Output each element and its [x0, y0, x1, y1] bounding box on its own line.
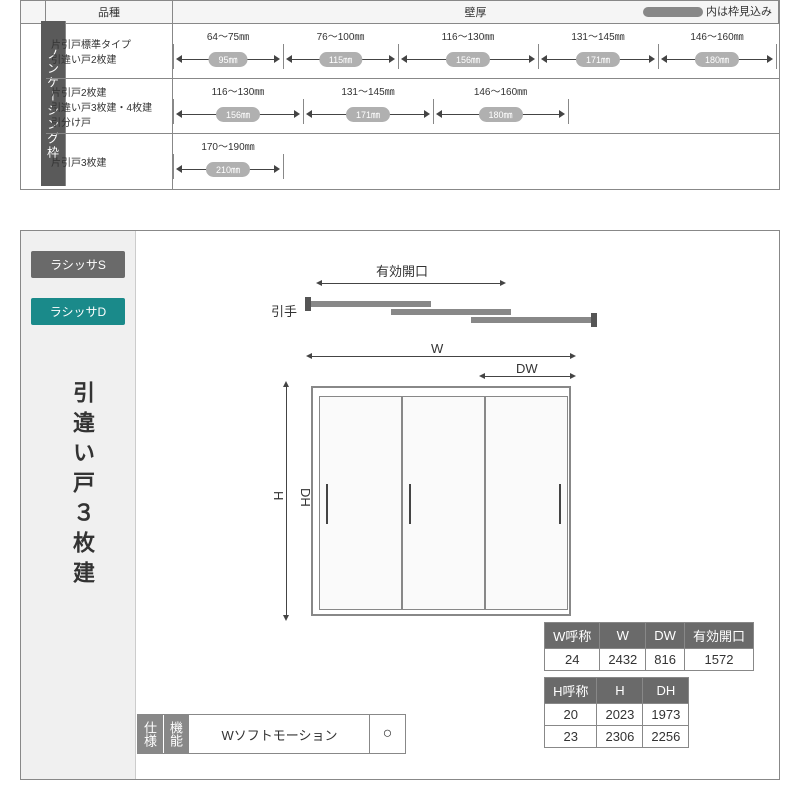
door-panel-3 — [485, 396, 568, 610]
spec-label-2: 機能 — [164, 715, 190, 753]
frame-outer: DH — [311, 386, 571, 616]
spec-table: 仕様 機能 Wソフトモーション ○ — [137, 714, 406, 754]
door-panel-2 — [402, 396, 485, 610]
dw-label: DW — [516, 361, 538, 376]
side-panel: ラシッサS ラシッサD 引違い戸３枚建 — [21, 231, 136, 779]
handle-label: 引手 — [271, 301, 297, 320]
h-table: H呼称HDH20202319732323062256 — [544, 677, 689, 748]
plan-diagram: 有効開口 引手 — [281, 261, 601, 341]
col-type: 品種 — [46, 1, 173, 23]
w-label: W — [431, 341, 443, 356]
stop-r — [591, 313, 597, 327]
badge-lasissa-s: ラシッサS — [31, 251, 125, 278]
spec-label-1: 仕様 — [138, 715, 164, 753]
eff-opening-label: 有効開口 — [376, 261, 428, 280]
table-row: 2323062256 — [545, 726, 689, 748]
h-dim-line — [286, 386, 287, 616]
col-wall: 壁厚 内は枠見込み — [173, 1, 779, 23]
product-section: ラシッサS ラシッサD 引違い戸３枚建 有効開口 引手 W DW H DH — [20, 230, 780, 780]
dh-label: DH — [298, 488, 313, 507]
dimension-tables: W呼称WDW有効開口2424328161572 H呼称HDH2020231973… — [544, 622, 754, 754]
track-3 — [471, 317, 591, 323]
dw-dim-line — [484, 376, 571, 377]
note-pill-icon — [643, 7, 703, 17]
track-2 — [391, 309, 511, 315]
elevation-diagram: W DW H DH — [311, 386, 571, 616]
door-panel-1 — [319, 396, 402, 610]
w-table: W呼称WDW有効開口2424328161572 — [544, 622, 754, 671]
spec-value: Wソフトモーション — [190, 715, 370, 753]
table-row: 2424328161572 — [545, 649, 754, 671]
frame-spec-table: 品種 壁厚 内は枠見込み ノンケーシング枠 片引戸標準タイプ引違い戸2枚建64～… — [20, 0, 780, 190]
spec-row: 片引戸3枚建170～190㎜210㎜ — [46, 134, 779, 189]
h-label: H — [271, 491, 286, 500]
top-header-row: 品種 壁厚 内は枠見込み — [21, 1, 779, 24]
stop-l — [305, 297, 311, 311]
table-row: 2020231973 — [545, 704, 689, 726]
w-dim-line — [311, 356, 571, 357]
product-title: 引違い戸３枚建 — [66, 381, 98, 591]
badge-lasissa-d: ラシッサD — [31, 298, 125, 325]
spec-mark: ○ — [370, 715, 405, 753]
spec-row: 片引戸2枚建引違い戸3枚建・4枚建引分け戸116～130㎜156㎜131～145… — [46, 79, 779, 134]
eff-dim-line — [321, 283, 501, 284]
spec-row: 片引戸標準タイプ引違い戸2枚建64～75㎜95㎜76～100㎜115㎜116～1… — [46, 24, 779, 79]
track-1 — [311, 301, 431, 307]
